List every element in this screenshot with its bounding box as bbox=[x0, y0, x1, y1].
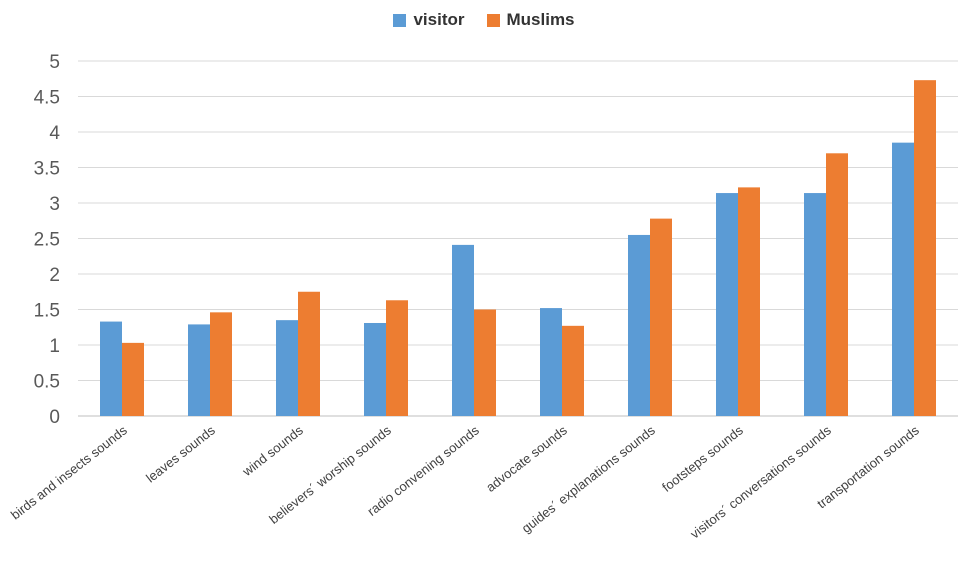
y-tick-label: 0 bbox=[49, 407, 60, 428]
x-tick-label: birds and insects sounds bbox=[8, 422, 130, 522]
y-tick-label: 0.5 bbox=[34, 372, 60, 393]
legend-item-muslims: Muslims bbox=[486, 10, 575, 30]
bar-muslims-8 bbox=[738, 187, 760, 416]
x-tick-label: leaves sounds bbox=[143, 422, 218, 485]
bar-muslims-4 bbox=[386, 300, 408, 416]
x-tick-label: footsteps sounds bbox=[659, 422, 746, 495]
y-tick-label: 1 bbox=[49, 336, 60, 357]
y-tick-label: 2.5 bbox=[34, 230, 60, 251]
bar-muslims-5 bbox=[474, 309, 496, 416]
y-tick-label: 1.5 bbox=[34, 301, 60, 322]
y-tick-label: 2 bbox=[49, 265, 60, 286]
legend-swatch-muslims bbox=[486, 13, 500, 27]
bar-visitor-3 bbox=[276, 320, 298, 416]
bar-muslims-2 bbox=[210, 312, 232, 416]
bar-muslims-3 bbox=[298, 291, 320, 416]
x-tick-label: visitors´ conversations sounds bbox=[687, 422, 834, 541]
legend-swatch-visitor bbox=[393, 13, 407, 27]
bar-visitor-9 bbox=[804, 193, 826, 416]
bar-visitor-2 bbox=[188, 324, 210, 416]
legend-label-visitor: visitor bbox=[413, 10, 465, 29]
y-tick-label: 4 bbox=[49, 123, 60, 144]
bar-muslims-1 bbox=[122, 342, 144, 416]
bar-visitor-1 bbox=[100, 321, 122, 416]
x-tick-label: wind sounds bbox=[239, 422, 306, 479]
y-tick-label: 5 bbox=[49, 52, 60, 73]
y-tick-label: 3.5 bbox=[34, 159, 60, 180]
y-tick-label: 3 bbox=[49, 194, 60, 215]
bar-muslims-6 bbox=[562, 325, 584, 416]
bar-visitor-4 bbox=[364, 322, 386, 416]
legend-label-muslims: Muslims bbox=[506, 10, 575, 29]
bar-muslims-10 bbox=[914, 80, 936, 417]
bar-visitor-5 bbox=[452, 244, 474, 416]
bar-muslims-7 bbox=[650, 218, 672, 416]
y-tick-label: 4.5 bbox=[34, 88, 60, 109]
bar-muslims-9 bbox=[826, 153, 848, 417]
bar-visitor-7 bbox=[628, 234, 650, 416]
legend-item-visitor: visitor bbox=[393, 10, 465, 30]
legend: visitor Muslims bbox=[0, 10, 968, 30]
bar-visitor-6 bbox=[540, 308, 562, 416]
bar-visitor-8 bbox=[716, 193, 738, 416]
x-tick-label: advocate sounds bbox=[483, 422, 570, 495]
bar-visitor-10 bbox=[892, 142, 914, 416]
